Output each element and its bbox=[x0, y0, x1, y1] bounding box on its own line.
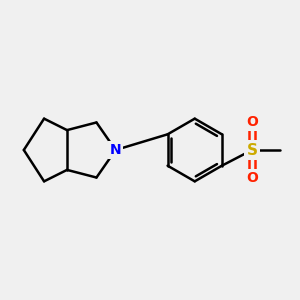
Text: S: S bbox=[247, 142, 258, 158]
Text: N: N bbox=[110, 143, 122, 157]
Text: O: O bbox=[246, 170, 258, 184]
Text: O: O bbox=[246, 116, 258, 130]
